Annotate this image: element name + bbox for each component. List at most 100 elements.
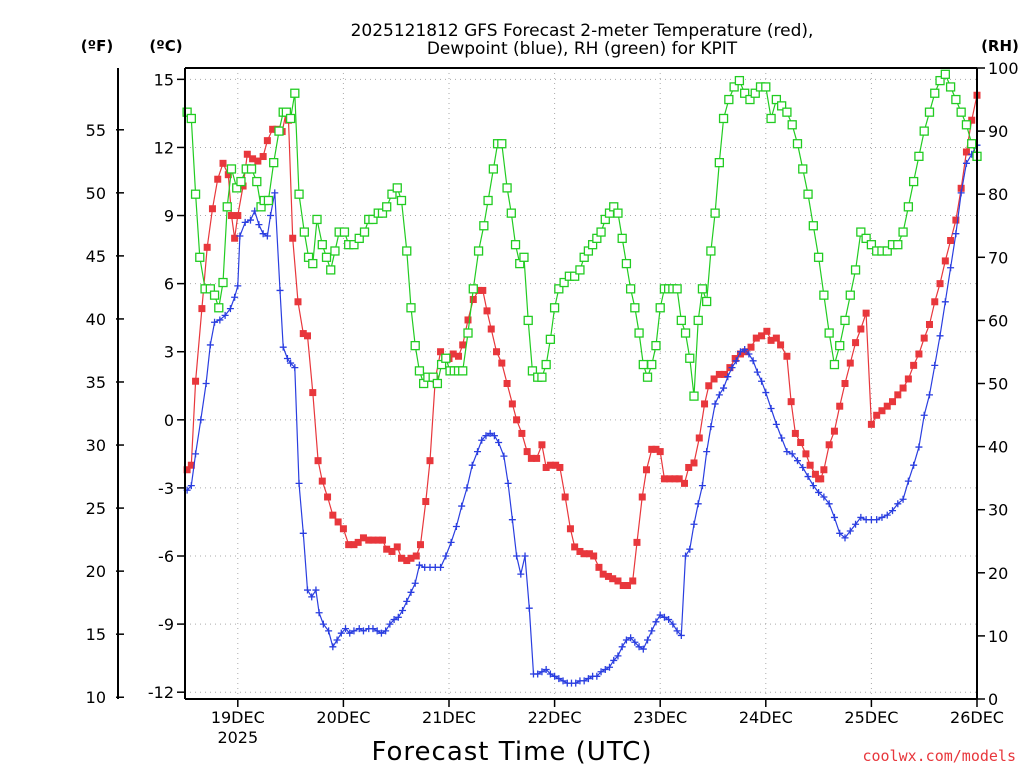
temperature-point bbox=[710, 375, 718, 383]
dewpoint-point bbox=[411, 579, 419, 587]
dewpoint-point bbox=[936, 332, 944, 340]
dewpoint-point bbox=[728, 364, 736, 372]
dewpoint-point bbox=[947, 264, 955, 272]
rh-point bbox=[463, 328, 473, 338]
rh-point bbox=[647, 359, 657, 370]
rh-point bbox=[326, 265, 336, 275]
dewpoint-point bbox=[593, 672, 601, 680]
tick-label-c: 6 bbox=[164, 275, 174, 294]
temperature-point bbox=[208, 205, 216, 213]
rh-point bbox=[458, 366, 468, 376]
temperature-point bbox=[546, 461, 554, 469]
dewpoint-point bbox=[407, 588, 415, 596]
dewpoint-point bbox=[546, 670, 554, 678]
unit-label-celsius: (ºC) bbox=[149, 37, 182, 55]
dewpoint-point bbox=[836, 529, 844, 537]
dewpoint-point bbox=[534, 670, 542, 678]
dewpoint-point bbox=[226, 305, 234, 313]
dewpoint-point bbox=[778, 434, 786, 442]
temperature-point bbox=[339, 525, 347, 533]
temperature-point bbox=[777, 341, 785, 349]
rh-point bbox=[441, 353, 451, 363]
rh-point bbox=[432, 378, 443, 389]
temperature-point bbox=[329, 511, 337, 519]
rh-point bbox=[396, 195, 407, 206]
dewpoint-point bbox=[468, 461, 476, 469]
dewpoint-point bbox=[206, 341, 214, 349]
temperature-point bbox=[416, 541, 424, 549]
temperature-point bbox=[947, 237, 955, 245]
rh-point bbox=[252, 176, 262, 187]
dewpoint-point bbox=[197, 416, 205, 424]
dewpoint-point bbox=[648, 627, 656, 635]
rh-point bbox=[697, 284, 708, 294]
rh-point bbox=[506, 208, 516, 218]
dewpoint-point bbox=[622, 636, 630, 644]
rh-point bbox=[527, 366, 538, 376]
dewpoint-point bbox=[342, 625, 350, 633]
dewpoint-point bbox=[899, 495, 907, 503]
temperature-point bbox=[479, 286, 487, 294]
tick-label-x: 20DEC bbox=[316, 708, 370, 727]
rh-point bbox=[294, 189, 304, 199]
tick-label-x: 21DEC bbox=[422, 708, 476, 727]
temperature-point bbox=[378, 536, 386, 544]
temperature-point bbox=[527, 454, 535, 462]
rh-point bbox=[824, 328, 834, 338]
rh-point bbox=[714, 157, 724, 168]
tick-label-x: 22DEC bbox=[528, 708, 582, 727]
dewpoint-point bbox=[500, 452, 508, 460]
temperature-point bbox=[580, 550, 588, 558]
temperature-point bbox=[334, 518, 342, 526]
temperature-point bbox=[899, 384, 907, 392]
rh-point bbox=[766, 113, 776, 124]
tick-label-f: 15 bbox=[86, 625, 106, 644]
temperature-point bbox=[836, 402, 844, 410]
temperature-point bbox=[772, 334, 780, 342]
temperature-point bbox=[701, 400, 709, 408]
temperature-point bbox=[263, 137, 271, 145]
temperature-point bbox=[752, 334, 760, 342]
temperature-point bbox=[638, 493, 646, 501]
rh-point bbox=[617, 233, 627, 244]
title-line-1: 2025121812 GFS Forecast 2-meter Temperat… bbox=[351, 21, 814, 41]
dewpoint-point bbox=[606, 663, 614, 671]
temperature-point bbox=[192, 377, 200, 385]
temperature-point bbox=[957, 184, 965, 192]
dewpoint-point bbox=[793, 457, 801, 465]
tick-label-f: 35 bbox=[86, 373, 106, 392]
dewpoint-point bbox=[308, 593, 316, 601]
rh-point bbox=[354, 233, 364, 244]
temperature-point bbox=[513, 416, 521, 424]
dewpoint-point bbox=[279, 343, 287, 351]
dewpoint-point bbox=[711, 400, 719, 408]
dewpoint-point bbox=[941, 298, 949, 306]
dewpoint-point bbox=[542, 665, 550, 673]
tick-labels: 15129630-3-6-9-1255504540353025201510100… bbox=[86, 59, 1019, 747]
temperature-point bbox=[791, 429, 799, 437]
temperature-point bbox=[314, 457, 322, 465]
rh-point bbox=[621, 258, 632, 269]
dewpoint-point bbox=[303, 586, 311, 594]
temperature-point bbox=[254, 157, 262, 165]
dewpoint-point bbox=[694, 500, 702, 508]
dewpoint-point bbox=[359, 627, 367, 635]
dewpoint-point bbox=[584, 675, 592, 683]
series-temperature-c- bbox=[183, 91, 981, 590]
rh-point bbox=[672, 284, 682, 294]
dewpoint-point bbox=[271, 189, 279, 197]
rh-point bbox=[218, 277, 228, 288]
temperature-point bbox=[763, 327, 771, 335]
temperature-point bbox=[475, 286, 483, 294]
dewpoint-point bbox=[255, 221, 263, 229]
dewpoint-point bbox=[287, 359, 295, 367]
temperature-point bbox=[561, 493, 569, 501]
temperature-point bbox=[787, 398, 795, 406]
temperature-point bbox=[811, 470, 819, 478]
dewpoint-point bbox=[686, 545, 694, 553]
temperature-point bbox=[862, 309, 870, 317]
rh-point bbox=[402, 246, 412, 256]
dewpoint-point bbox=[337, 629, 345, 637]
chart-title: 2025121812 GFS Forecast 2-meter Temperat… bbox=[351, 21, 814, 59]
dewpoint-point bbox=[403, 597, 411, 605]
